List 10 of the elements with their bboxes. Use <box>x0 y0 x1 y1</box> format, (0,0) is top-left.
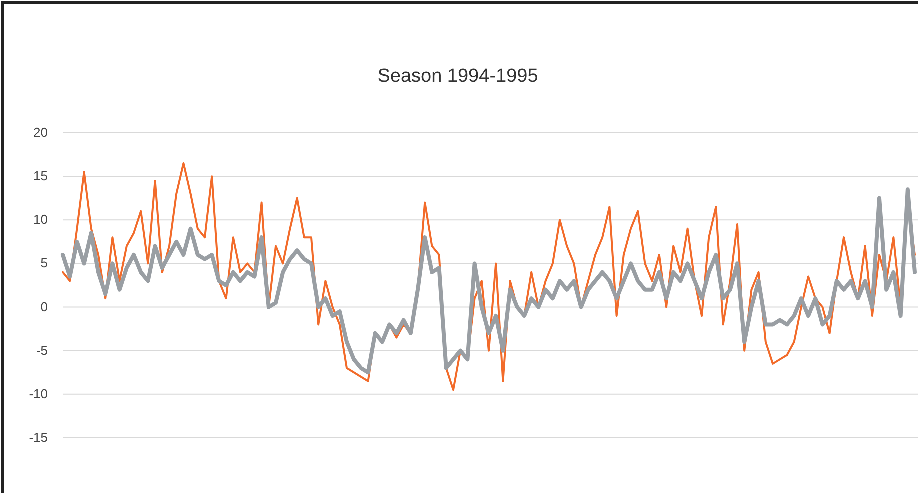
y-tick-label: -15 <box>29 430 48 445</box>
y-tick-label: 10 <box>34 212 48 228</box>
chart-title: Season 1994-1995 <box>378 66 538 87</box>
y-tick-label: 5 <box>40 256 48 271</box>
y-tick-label: 0 <box>40 299 48 314</box>
line-series <box>61 188 917 375</box>
y-tick-label: -10 <box>29 386 48 402</box>
y-tick-label: 15 <box>34 168 48 184</box>
y-tick-label: -5 <box>36 342 48 358</box>
y-tick-label: 20 <box>34 125 48 140</box>
